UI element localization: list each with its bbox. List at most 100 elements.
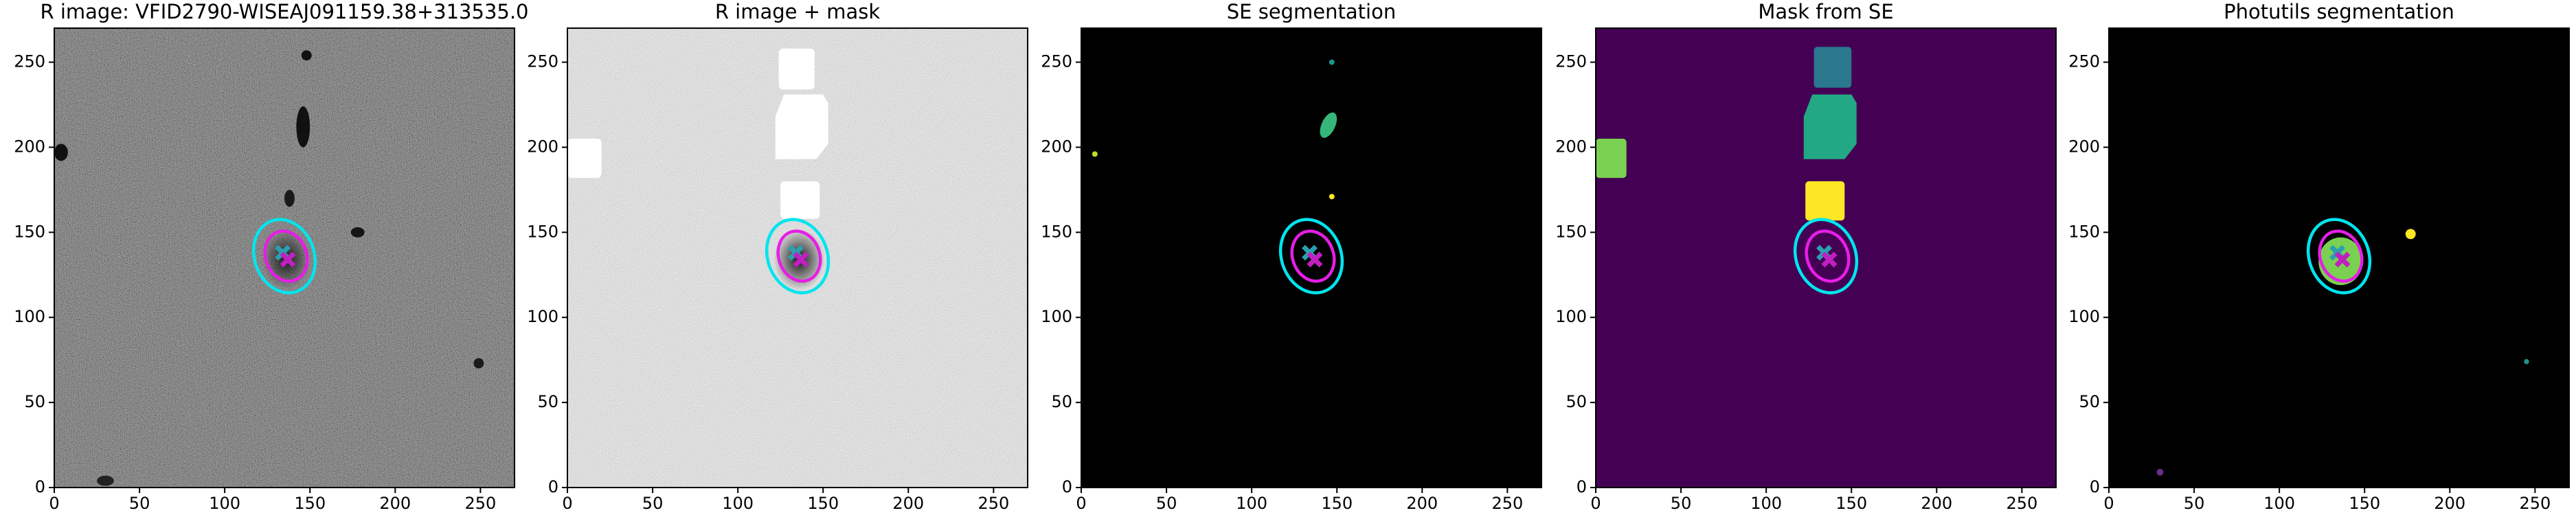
aperture-ellipse [776, 229, 822, 283]
x-tick-label: 100 [2263, 494, 2295, 513]
x-tick-label: 250 [978, 494, 1009, 513]
x-tick-label: 50 [1156, 494, 1177, 513]
image-feature [350, 227, 365, 238]
image-feature [284, 190, 295, 207]
panel-title: Photutils segmentation [2224, 0, 2454, 23]
x-tick-label: 200 [1406, 494, 1438, 513]
y-tick-label: 200 [527, 137, 558, 156]
y-tick-label: 100 [527, 307, 558, 326]
x-tick-label: 0 [49, 494, 59, 513]
aperture-ellipse [1805, 229, 1851, 283]
y-tick-label: 200 [1041, 137, 1072, 156]
y-tick-label: 200 [14, 137, 45, 156]
x-tick-label: 250 [1491, 494, 1523, 513]
center-marker [280, 251, 296, 268]
x-tick-label: 150 [2349, 494, 2380, 513]
y-tick-label: 100 [1041, 307, 1072, 326]
y-tick-label: 250 [527, 52, 558, 71]
center-marker [2334, 251, 2351, 268]
axes-frame [1081, 27, 1542, 488]
aperture-ellipse [1278, 218, 1344, 295]
x-tick-label: 50 [1671, 494, 1692, 513]
panel-title: R image + mask [715, 0, 881, 23]
x-tick-label: 50 [129, 494, 150, 513]
y-tick-label: 200 [2068, 137, 2100, 156]
image-feature [54, 144, 68, 161]
x-tick-label: 200 [2434, 494, 2465, 513]
mask-region [1805, 181, 1845, 221]
axes-frame [1595, 27, 2057, 488]
x-tick-label: 200 [379, 494, 411, 513]
segment [2405, 229, 2416, 240]
axes-frame [54, 27, 515, 488]
x-tick-label: 100 [722, 494, 754, 513]
x-tick-label: 150 [294, 494, 326, 513]
axes-frame [567, 27, 1028, 488]
aperture-ellipse [1290, 229, 1336, 283]
aperture-ellipse [2306, 218, 2372, 295]
y-tick-label: 250 [14, 52, 45, 71]
y-tick-label: 50 [2079, 392, 2100, 411]
y-tick-label: 200 [1555, 137, 1587, 156]
image-feature [473, 358, 484, 369]
x-tick-label: 100 [1750, 494, 1782, 513]
x-tick-label: 0 [562, 494, 572, 513]
mask-region [1596, 139, 1627, 179]
mask-region [780, 181, 820, 219]
y-tick-label: 100 [2068, 307, 2100, 326]
x-tick-label: 250 [2006, 494, 2037, 513]
image-feature [301, 50, 312, 61]
y-tick-label: 50 [537, 392, 558, 411]
panel: Mask from SE 0 50 100 150 200 250 0 50 100 150 200 2… [1555, 0, 2057, 513]
x-tick-label: 250 [464, 494, 496, 513]
x-tick-label: 0 [1590, 494, 1601, 513]
panel: R image + mask 0 50 100 150 200 250 0 50 100 150 20… [527, 0, 1028, 513]
image-feature [97, 475, 114, 486]
y-tick-label: 50 [24, 392, 45, 411]
panel-title: R image: VFID2790-WISEAJ091159.38+313535… [40, 0, 528, 23]
center-marker [1307, 251, 1323, 268]
x-tick-label: 150 [1835, 494, 1867, 513]
aperture-ellipse [263, 229, 309, 283]
center-marker [1821, 251, 1838, 268]
panel-title: Mask from SE [1758, 0, 1893, 23]
y-tick-label: 0 [2090, 477, 2100, 496]
x-tick-label: 100 [209, 494, 240, 513]
x-tick-label: 0 [1076, 494, 1086, 513]
mask-region [778, 48, 815, 90]
y-tick-label: 150 [1041, 222, 1072, 241]
y-tick-label: 150 [2068, 222, 2100, 241]
x-tick-label: 150 [807, 494, 839, 513]
x-tick-label: 100 [1236, 494, 1267, 513]
x-tick-label: 250 [2519, 494, 2551, 513]
aperture-ellipse [251, 218, 317, 295]
segment [1329, 194, 1335, 200]
y-tick-label: 0 [548, 477, 558, 496]
segment [2156, 468, 2164, 476]
y-tick-label: 150 [527, 222, 558, 241]
panel-title: SE segmentation [1227, 0, 1396, 23]
axes-frame [2108, 27, 2570, 488]
y-tick-label: 150 [14, 222, 45, 241]
y-tick-label: 100 [14, 307, 45, 326]
y-tick-label: 100 [1555, 307, 1587, 326]
x-tick-label: 0 [2103, 494, 2114, 513]
segment [2524, 358, 2529, 365]
panel: Photutils segmentation 0 50 100 150 200 250 0 50… [2068, 0, 2570, 513]
aperture-ellipse [1793, 218, 1859, 295]
segment [1329, 59, 1335, 65]
y-tick-label: 250 [1555, 52, 1587, 71]
y-tick-label: 50 [1566, 392, 1587, 411]
y-tick-label: 0 [1577, 477, 1587, 496]
center-marker [793, 251, 809, 268]
segment [1320, 112, 1337, 138]
y-tick-label: 250 [1041, 52, 1072, 71]
panel: R image: VFID2790-WISEAJ091159.38+313535… [14, 0, 528, 513]
panel: SE segmentation 0 50 100 150 200 250 0 50 100 150 2… [1041, 0, 1542, 513]
y-tick-label: 0 [35, 477, 45, 496]
y-tick-label: 150 [1555, 222, 1587, 241]
segment [1092, 151, 1098, 157]
y-tick-label: 250 [2068, 52, 2100, 71]
x-tick-label: 150 [1321, 494, 1353, 513]
